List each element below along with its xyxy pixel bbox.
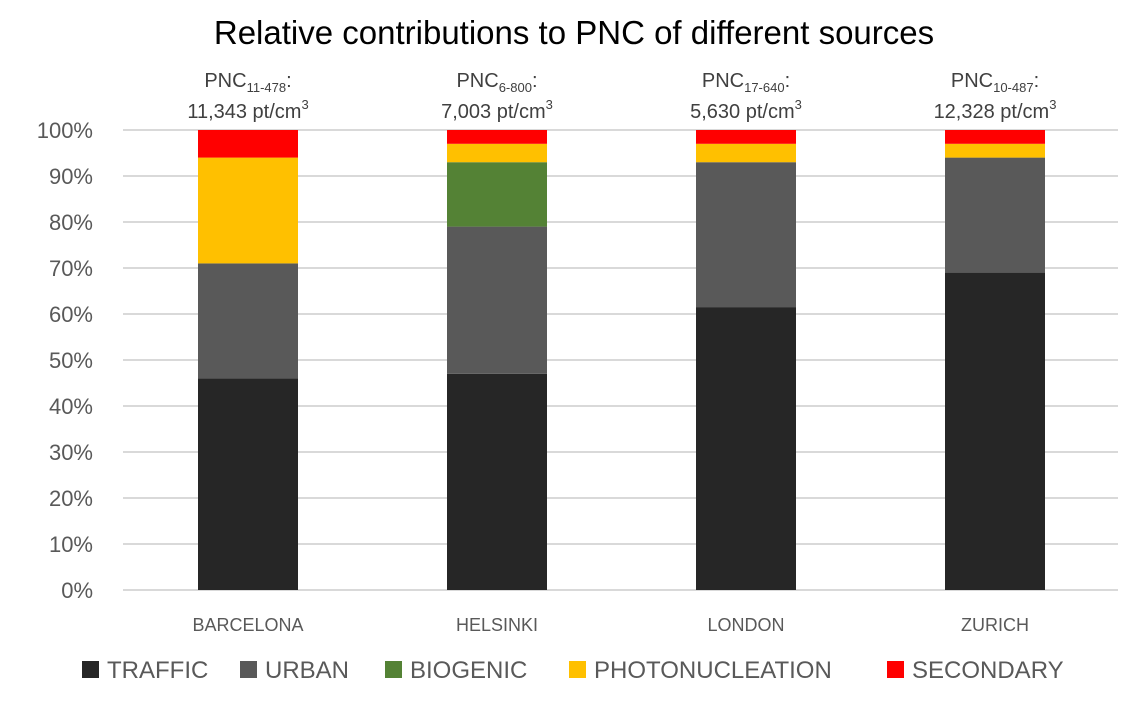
legend-label: URBAN: [265, 657, 349, 684]
legend-label: SECONDARY: [912, 657, 1064, 684]
y-tick-label: 70%: [49, 256, 93, 281]
bar-segment-urban: [447, 226, 547, 374]
legend-label: TRAFFIC: [107, 657, 208, 684]
x-category-label: LONDON: [707, 615, 784, 635]
legend-label: PHOTONUCLEATION: [594, 657, 832, 684]
bar-segment-traffic: [696, 307, 796, 590]
x-category-label: ZURICH: [961, 615, 1029, 635]
bar-segment-secondary: [945, 130, 1045, 144]
bar-segment-urban: [945, 157, 1045, 273]
x-axis-category-labels: BARCELONA HELSINKI LONDON ZURICH: [192, 615, 1029, 635]
pnc-annotation: PNC6-800:7,003 pt/cm3: [441, 70, 553, 123]
bar-segment-photonucleation: [696, 143, 796, 163]
pnc-annotation: PNC17-640:5,630 pt/cm3: [690, 70, 802, 123]
bar-stack-barcelona: [198, 130, 298, 590]
legend-swatch: [82, 661, 99, 678]
y-tick-label: 20%: [49, 486, 93, 511]
legend-label: BIOGENIC: [410, 657, 527, 684]
annotation-value: 11,343 pt/cm3: [187, 97, 308, 123]
y-tick-label: 100%: [37, 118, 93, 143]
annotation-label: PNC10-487:: [951, 70, 1039, 95]
bar-segment-traffic: [447, 373, 547, 590]
legend-item-biogenic: BIOGENIC: [385, 657, 527, 684]
legend-item-photonucleation: PHOTONUCLEATION: [569, 657, 832, 684]
legend-swatch: [887, 661, 904, 678]
bar-stack-helsinki: [447, 130, 547, 590]
annotation-value: 5,630 pt/cm3: [690, 97, 802, 123]
pnc-annotation: PNC10-487:12,328 pt/cm3: [934, 70, 1057, 123]
y-tick-label: 40%: [49, 394, 93, 419]
legend: TRAFFIC URBAN BIOGENIC PHOTONUCLEATION SECON…: [82, 657, 1064, 684]
bar-segment-photonucleation: [447, 143, 547, 163]
y-tick-label: 80%: [49, 210, 93, 235]
x-category-label: HELSINKI: [456, 615, 538, 635]
y-tick-label: 60%: [49, 302, 93, 327]
bar-segment-urban: [696, 162, 796, 308]
legend-item-urban: URBAN: [240, 657, 349, 684]
annotation-label: PNC11-478:: [204, 70, 291, 95]
pnc-annotation: PNC11-478:11,343 pt/cm3: [187, 70, 308, 123]
annotation-value: 7,003 pt/cm3: [441, 97, 553, 123]
y-tick-label: 30%: [49, 440, 93, 465]
annotation-label: PNC17-640:: [702, 70, 790, 95]
bars: [198, 130, 1045, 590]
legend-swatch: [385, 661, 402, 678]
legend-swatch: [569, 661, 586, 678]
annotation-label: PNC6-800:: [456, 70, 537, 95]
bar-segment-biogenic: [447, 162, 547, 227]
legend-item-secondary: SECONDARY: [887, 657, 1064, 684]
bar-segment-traffic: [198, 378, 298, 590]
bar-segment-photonucleation: [945, 143, 1045, 158]
bar-stack-zurich: [945, 130, 1045, 590]
y-axis-tick-labels: 0% 10% 20% 30% 40% 50% 60% 70% 80% 90% 100%: [37, 118, 93, 603]
bar-annotations: PNC11-478:11,343 pt/cm3 PNC6-800:7,003 pt…: [187, 70, 1056, 123]
bar-stack-london: [696, 130, 796, 590]
chart-title: Relative contributions to PNC of differe…: [214, 14, 934, 51]
x-category-label: BARCELONA: [192, 615, 303, 635]
bar-segment-urban: [198, 263, 298, 379]
legend-item-traffic: TRAFFIC: [82, 657, 208, 684]
y-tick-label: 10%: [49, 532, 93, 557]
y-tick-label: 90%: [49, 164, 93, 189]
y-tick-label: 50%: [49, 348, 93, 373]
annotation-value: 12,328 pt/cm3: [934, 97, 1057, 123]
bar-segment-photonucleation: [198, 157, 298, 264]
y-tick-label: 0%: [61, 578, 93, 603]
legend-swatch: [240, 661, 257, 678]
bar-segment-secondary: [447, 130, 547, 144]
bar-segment-traffic: [945, 272, 1045, 590]
bar-segment-secondary: [696, 130, 796, 144]
bar-segment-secondary: [198, 130, 298, 158]
